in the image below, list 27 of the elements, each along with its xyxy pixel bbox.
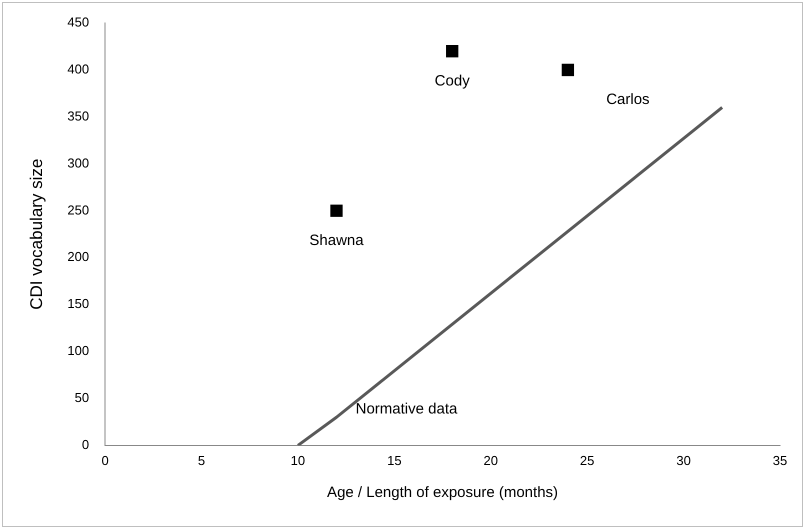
y-tick-label: 150 bbox=[67, 296, 90, 312]
y-tick-label: 0 bbox=[82, 436, 90, 452]
point bbox=[562, 64, 574, 76]
point bbox=[330, 204, 343, 217]
y-tick-label: 50 bbox=[74, 390, 90, 406]
y-tick-label: 400 bbox=[67, 62, 90, 77]
x-tick-label: 35 bbox=[772, 452, 788, 468]
x-tick-label: 25 bbox=[580, 452, 594, 468]
x-tick-label: 30 bbox=[676, 452, 691, 468]
y-axis-title: CDI vocabulary size bbox=[26, 158, 46, 310]
x-tick-label: 5 bbox=[198, 452, 206, 468]
series-label: Shawna bbox=[309, 232, 364, 249]
x-tick-label: 0 bbox=[101, 452, 109, 468]
y-tick-label: 450 bbox=[67, 14, 90, 30]
series-label: Cody bbox=[434, 72, 470, 90]
y-tick-label: 350 bbox=[67, 108, 90, 124]
text: Carlos bbox=[606, 91, 650, 108]
y-tick-label: 300 bbox=[67, 155, 90, 170]
x-tick-label: 15 bbox=[387, 452, 402, 468]
x-tick-label: 10 bbox=[290, 452, 306, 468]
point bbox=[446, 45, 458, 58]
y-tick-label: 200 bbox=[67, 249, 90, 264]
x-tick-label: 20 bbox=[484, 452, 498, 468]
series-label: Normative data bbox=[356, 400, 458, 418]
y-tick-label: 250 bbox=[67, 202, 90, 218]
x-axis-title: Age / Length of exposure (months) bbox=[327, 484, 558, 502]
y-tick-label: 100 bbox=[67, 343, 90, 358]
